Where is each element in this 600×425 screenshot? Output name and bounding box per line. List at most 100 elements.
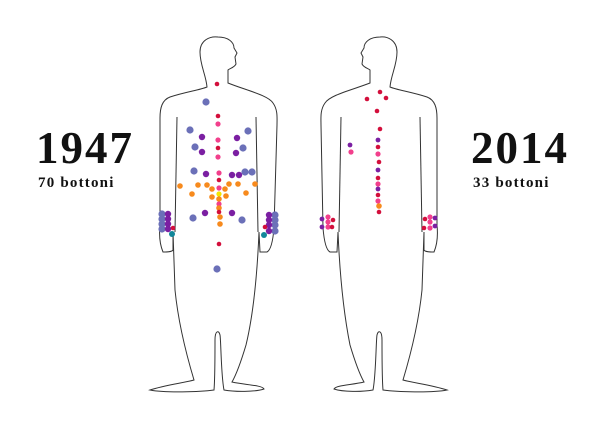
front-button-dot-blue	[158, 210, 166, 218]
front-button-dot-blue	[202, 98, 210, 106]
back-button-dot-purple	[375, 186, 381, 192]
front-button-dot-orange	[226, 181, 232, 187]
back-button-dot-red	[329, 224, 335, 230]
front-button-dot-orange	[252, 181, 258, 187]
front-button-dot-blue	[248, 168, 256, 176]
back-button-dot-orange	[376, 203, 382, 209]
back-button-dot-red	[375, 192, 381, 198]
back-button-dot-red	[376, 209, 382, 215]
back-button-dot-pink	[375, 151, 381, 157]
year-1947-label: 1947	[36, 123, 134, 173]
front-button-dot-orange	[235, 181, 241, 187]
back-button-dot-pink	[325, 224, 331, 230]
back-button-dot-pink	[325, 219, 331, 225]
back-button-dot-red	[377, 126, 383, 132]
year-2014-label: 2014	[471, 123, 569, 173]
front-button-dot-purple	[202, 170, 210, 178]
front-button-dot-blue	[189, 214, 197, 222]
front-button-dot-blue	[239, 144, 247, 152]
front-button-dot-blue	[271, 211, 279, 219]
back-button-dot-pink	[375, 198, 381, 204]
back-figure-outline	[320, 36, 449, 393]
front-button-dot-purple	[164, 215, 172, 223]
back-button-dot-red	[377, 89, 383, 95]
button-count-2014: 33 bottoni	[473, 175, 550, 191]
back-button-dot-red	[383, 95, 389, 101]
front-button-dot-blue	[271, 227, 279, 235]
back-button-dot-pink	[427, 219, 433, 225]
back-button-dot-purple	[347, 142, 353, 148]
front-button-dot-purple	[228, 171, 236, 179]
front-button-dot-blue	[190, 167, 198, 175]
front-button-dot-orange	[216, 205, 222, 211]
back-button-dot-red	[375, 175, 381, 181]
back-button-dot-pink	[427, 214, 433, 220]
back-button-dot-purple	[375, 137, 381, 143]
front-button-dot-purple	[164, 210, 172, 218]
front-button-dot-orange	[243, 190, 249, 196]
front-button-dot-orange	[189, 191, 195, 197]
front-figure-outline	[148, 36, 278, 393]
front-button-dot-purple	[232, 149, 240, 157]
front-button-dot-orange	[222, 186, 228, 192]
button-count-1947: 70 bottoni	[38, 175, 115, 191]
back-button-dot-red	[375, 144, 381, 150]
front-button-dot-red	[215, 145, 221, 151]
front-button-dot-red	[216, 177, 222, 183]
front-button-dot-blue	[238, 216, 246, 224]
front-button-dot-blue	[271, 221, 279, 229]
back-button-dot-red	[376, 159, 382, 165]
front-button-dot-purple	[228, 209, 236, 217]
front-button-dot-orange	[204, 182, 210, 188]
front-button-dot-blue	[271, 216, 279, 224]
back-button-dot-pink	[375, 181, 381, 187]
front-button-dot-blue	[158, 220, 166, 228]
front-button-dot-pink	[216, 201, 222, 207]
front-button-dot-blue	[158, 215, 166, 223]
front-left-arm-line	[174, 116, 178, 233]
front-button-dot-purple	[265, 216, 273, 224]
front-button-dot-pink	[215, 154, 221, 160]
back-button-dot-purple	[375, 167, 381, 173]
back-button-dot-purple	[432, 215, 438, 221]
front-button-dot-red	[170, 225, 176, 231]
front-right-arm-line	[255, 116, 259, 233]
front-button-dot-blue	[213, 265, 221, 273]
back-button-dot-red	[421, 225, 427, 231]
front-button-dot-teal	[169, 231, 175, 237]
front-button-dot-purple	[201, 209, 209, 217]
front-button-dot-purple	[233, 134, 241, 142]
front-button-dot-red	[262, 224, 268, 230]
back-button-dot-red	[422, 216, 428, 222]
front-button-dot-teal	[261, 232, 267, 238]
front-button-dot-orange	[177, 183, 183, 189]
back-button-dot-pink	[348, 149, 354, 155]
front-button-dot-orange	[209, 194, 215, 200]
back-button-dot-pink	[325, 214, 331, 220]
front-button-dot-purple	[265, 227, 273, 235]
front-button-dot-pink	[216, 185, 222, 191]
front-button-dot-blue	[158, 225, 166, 233]
front-button-dot-orange	[216, 196, 222, 202]
front-button-dot-orange	[217, 214, 223, 220]
front-button-dot-purple	[164, 225, 172, 233]
front-button-dot-purple	[235, 171, 243, 179]
front-button-dot-blue	[186, 126, 194, 134]
front-button-dot-pink	[215, 121, 221, 127]
back-left-arm-line	[338, 116, 342, 233]
front-button-dot-yellow	[216, 191, 222, 197]
front-button-dot-red	[216, 209, 222, 215]
front-button-dot-orange	[209, 186, 215, 192]
back-button-dot-purple	[432, 223, 438, 229]
front-button-dot-red	[215, 113, 221, 119]
front-button-dot-purple	[198, 133, 206, 141]
front-button-dot-orange	[217, 221, 223, 227]
front-button-dot-orange	[223, 193, 229, 199]
front-button-dot-blue	[244, 127, 252, 135]
back-right-arm-line	[419, 116, 423, 233]
front-button-dot-pink	[215, 137, 221, 143]
front-button-dot-purple	[164, 220, 172, 228]
back-button-dot-red	[364, 96, 370, 102]
front-button-dot-red	[216, 241, 222, 247]
